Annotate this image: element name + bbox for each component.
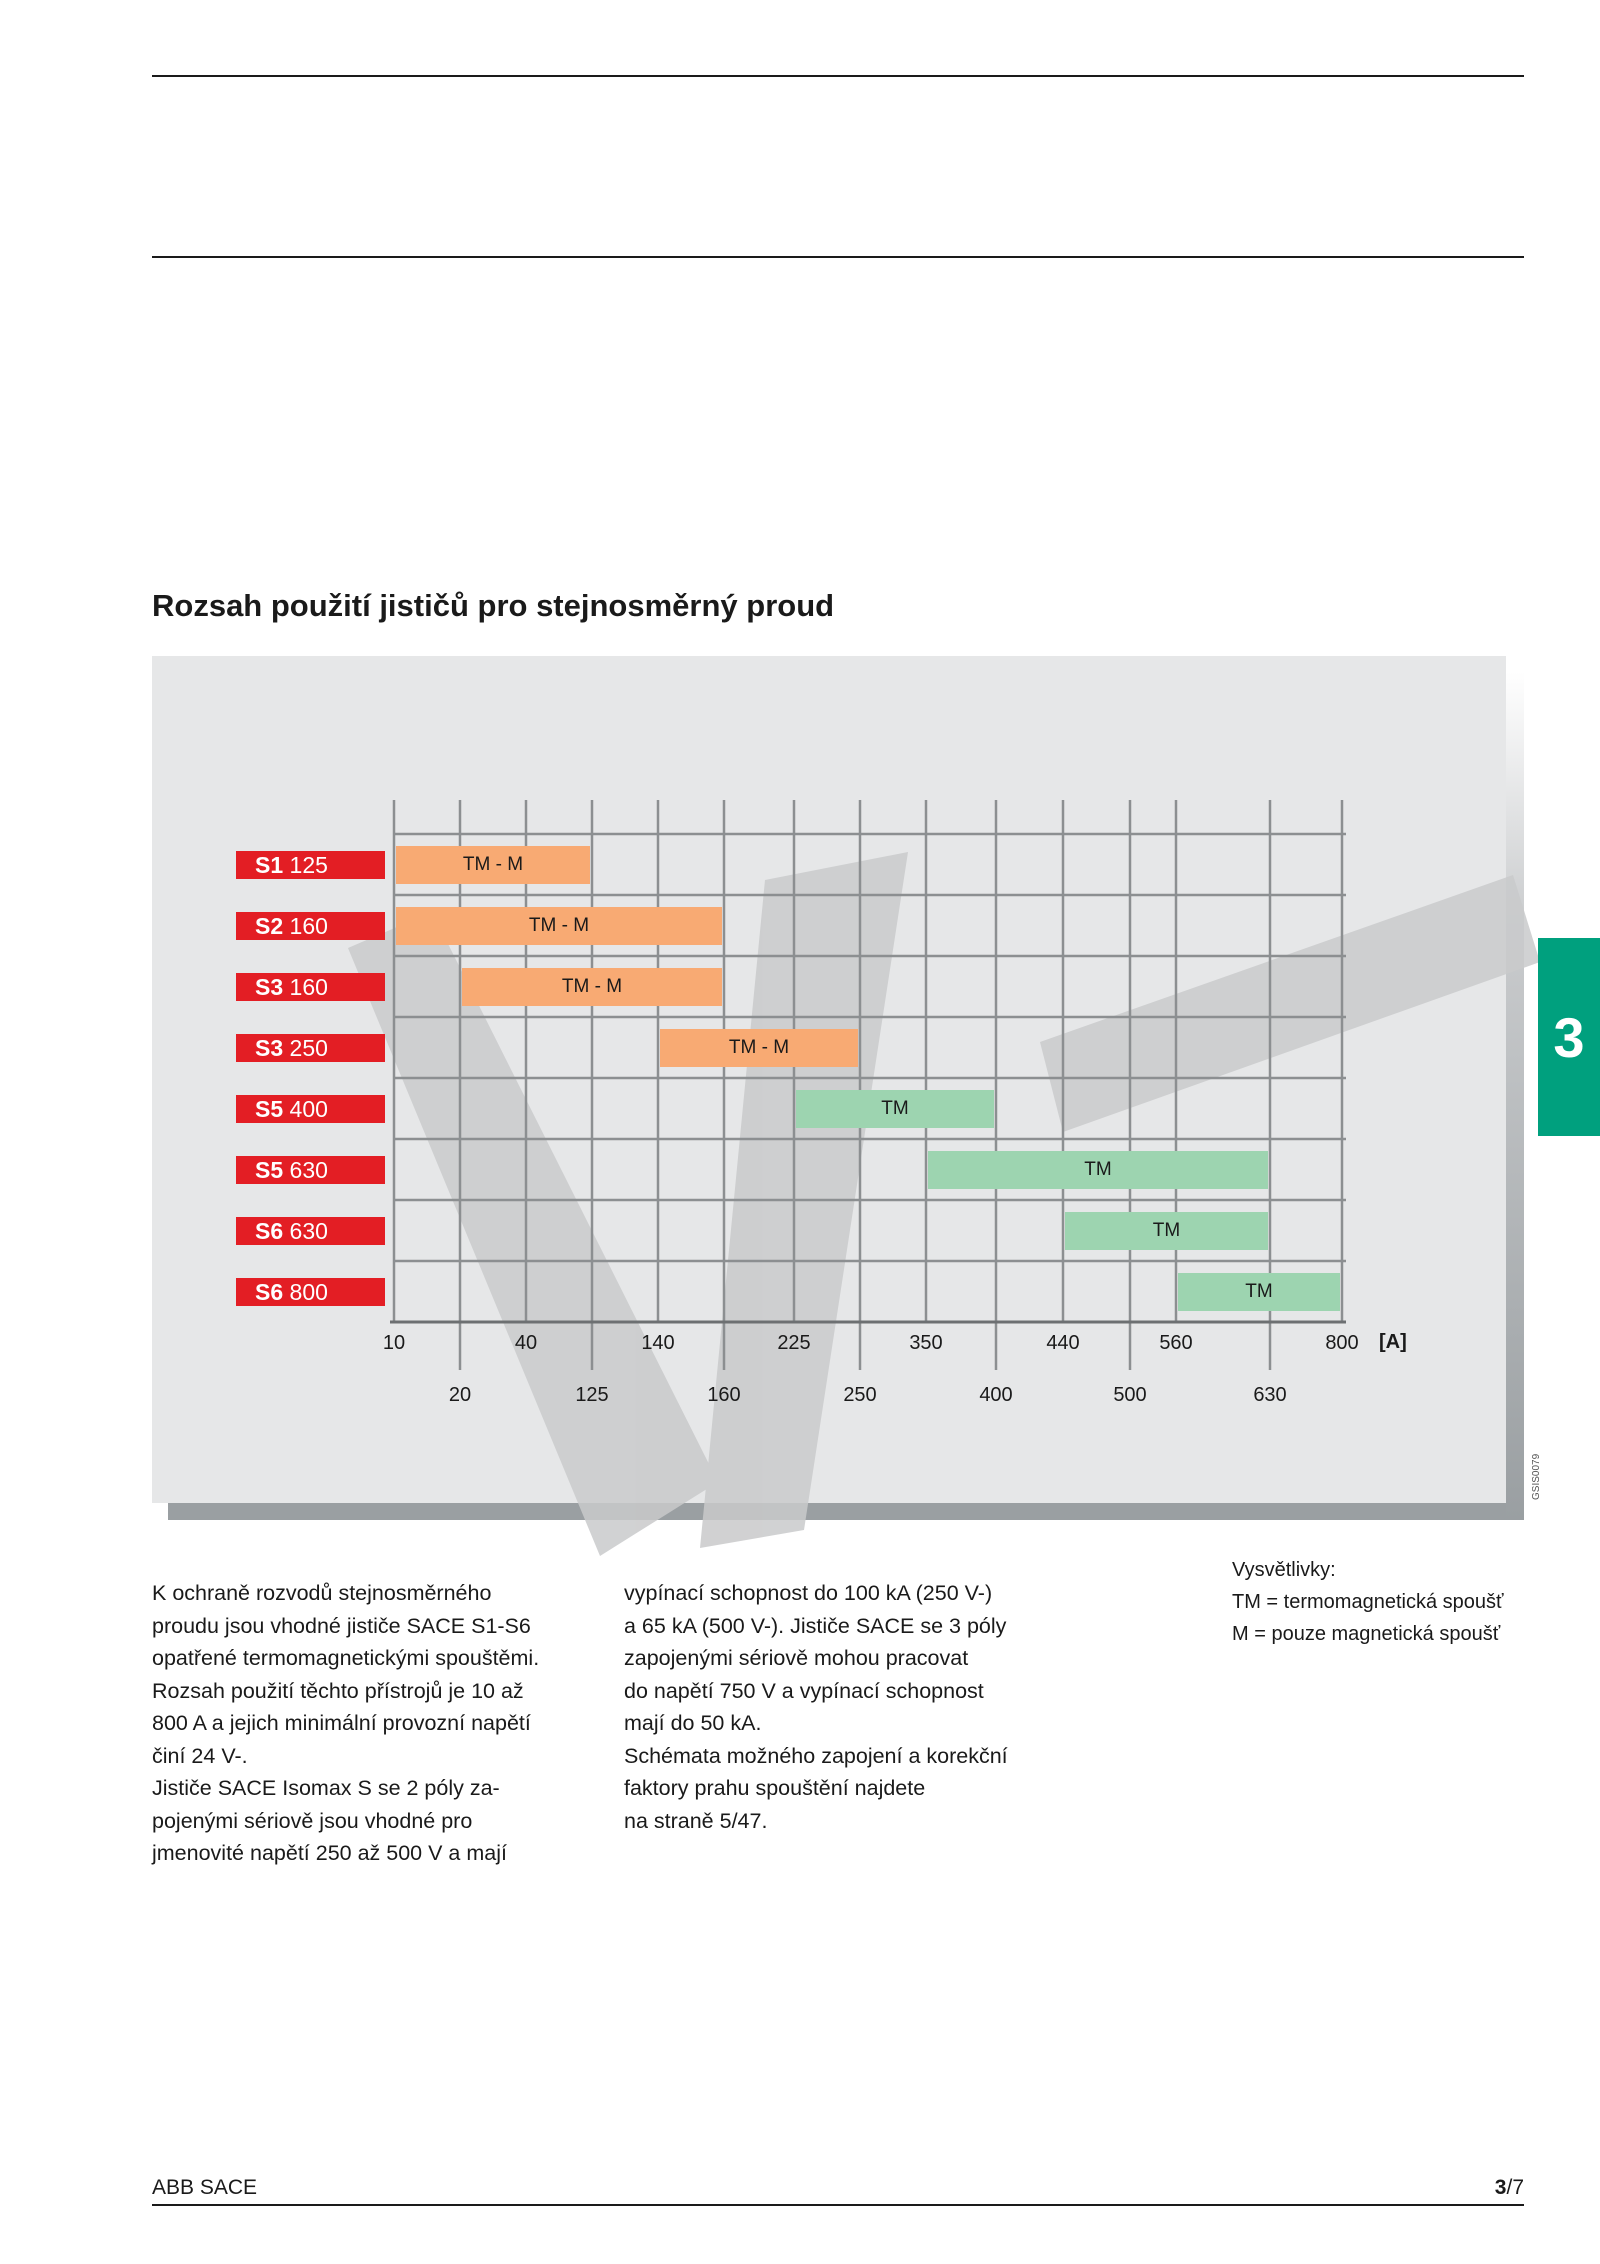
chart-code: GSIS0079 [1531, 1453, 1542, 1500]
breaker-label: S3 250 [236, 1034, 385, 1062]
text-line: do napětí 750 V a vypínací schopnost [624, 1678, 984, 1703]
footer-rule [152, 2204, 1524, 2206]
text-line: a 65 kA (500 V-). Jističe SACE se 3 póly [624, 1613, 1007, 1638]
range-bar: TM - M [660, 1029, 858, 1067]
text-column-right: vypínací schopnost do 100 kA (250 V-) a 6… [624, 1577, 1052, 1837]
breaker-size: 800 [283, 1279, 328, 1305]
x-tick-label-top: 350 [909, 1332, 943, 1354]
breaker-model: S3 [255, 1035, 284, 1061]
breaker-size: 160 [283, 974, 328, 1000]
footer-brand: ABB SACE [152, 2176, 258, 2199]
section-title: Rozsah použití jističů pro stejnosměrný … [152, 588, 835, 623]
breaker-size: 630 [283, 1157, 328, 1183]
breaker-model: S1 [255, 852, 284, 878]
range-bar: TM - M [396, 846, 590, 884]
chart-grid [390, 800, 1346, 1370]
text-line: mají do 50 kA. [624, 1711, 762, 1735]
x-tick-label-top: 800 [1325, 1332, 1359, 1354]
breaker-size: 160 [283, 913, 328, 939]
text-line: vypínací schopnost do 100 kA (250 V-) [624, 1581, 993, 1605]
text-line: zapojenými sériově mohou pracovat [624, 1646, 969, 1670]
legend: Vysvětlivky: TM = termomagnetická spoušť… [1232, 1554, 1504, 1650]
breaker-model: S6 [255, 1218, 284, 1244]
text-line: faktory prahu spouštění najdete [624, 1776, 926, 1800]
breaker-label: S5 630 [236, 1156, 385, 1184]
x-tick-label-top: 40 [514, 1332, 538, 1354]
range-bar: TM - M [396, 907, 722, 945]
x-tick-label-bottom: 160 [707, 1384, 741, 1406]
breaker-size: 125 [283, 852, 328, 878]
text-line: Schémata možného zapojení a korekční [624, 1743, 1008, 1768]
text-line: proudu jsou vhodné jističe SACE S1-S6 [152, 1613, 531, 1638]
x-tick-label-bottom: 250 [843, 1384, 877, 1406]
breaker-size: 630 [283, 1218, 328, 1244]
legend-title: Vysvětlivky: [1232, 1559, 1336, 1581]
breaker-label: S2 160 [236, 912, 385, 940]
text-line: 800 A a jejich minimální provozní napětí [152, 1711, 531, 1735]
range-bar: TM [796, 1090, 994, 1128]
text-line: pojenými sériově jsou vhodné pro [152, 1808, 473, 1833]
x-tick-label-top: 560 [1159, 1332, 1193, 1354]
range-bar: TM - M [462, 968, 722, 1006]
x-tick-label-bottom: 20 [448, 1384, 472, 1406]
text-line: Rozsah použití těchto přístrojů je 10 až [152, 1678, 524, 1703]
breaker-label: S6 630 [236, 1217, 385, 1245]
text-line: K ochraně rozvodů stejnosměrného [152, 1581, 492, 1605]
x-tick-label-bottom: 630 [1253, 1384, 1287, 1406]
chapter-tab[interactable]: 3 [1538, 938, 1600, 1136]
breaker-model: S2 [255, 913, 284, 939]
breaker-label: S6 800 [236, 1278, 385, 1306]
footer-page-index: /7 [1506, 2176, 1524, 2199]
x-tick-label-bottom: 125 [575, 1384, 609, 1406]
breaker-label: S5 400 [236, 1095, 385, 1123]
breaker-size: 400 [283, 1096, 328, 1122]
range-bar: TM [1178, 1273, 1340, 1311]
breaker-size: 250 [283, 1035, 328, 1061]
x-tick-label-top: 140 [641, 1332, 675, 1354]
breaker-model: S5 [255, 1157, 284, 1183]
range-bar: TM [928, 1151, 1268, 1189]
top-rule [152, 75, 1524, 77]
breaker-label: S1 125 [236, 851, 385, 879]
text-column-left: K ochraně rozvodů stejnosměrného proudu j… [152, 1577, 579, 1870]
x-tick-label-top: 10 [382, 1332, 406, 1354]
x-tick-label-top: 440 [1046, 1332, 1080, 1354]
unit-label: [A] [1379, 1331, 1407, 1353]
text-line: Jističe SACE Isomax S se 2 póly za- [152, 1776, 500, 1800]
footer-page-chapter: 3 [1494, 2176, 1507, 2199]
x-tick-label-top: 225 [777, 1332, 811, 1354]
text-line: jmenovité napětí 250 až 500 V a mají [152, 1841, 507, 1865]
text-line: na straně 5/47. [624, 1808, 768, 1833]
breaker-label: S3 160 [236, 973, 385, 1001]
second-rule [152, 256, 1524, 258]
x-tick-label-bottom: 500 [1113, 1384, 1147, 1406]
breaker-model: S5 [255, 1096, 284, 1122]
text-line: činí 24 V-. [152, 1743, 248, 1768]
chapter-tab-number: 3 [1553, 1005, 1585, 1069]
breaker-model: S3 [255, 974, 284, 1000]
range-bar: TM [1065, 1212, 1268, 1250]
breaker-model: S6 [255, 1279, 284, 1305]
legend-item-tm: TM = termomagnetická spoušť [1232, 1591, 1504, 1613]
footer-page-number: 3/7 [1495, 2176, 1524, 2200]
legend-item-m: M = pouze magnetická spoušť [1232, 1623, 1501, 1645]
text-line: opatřené termomagnetickými spouštěmi. [152, 1646, 540, 1670]
x-tick-label-bottom: 400 [979, 1384, 1013, 1406]
